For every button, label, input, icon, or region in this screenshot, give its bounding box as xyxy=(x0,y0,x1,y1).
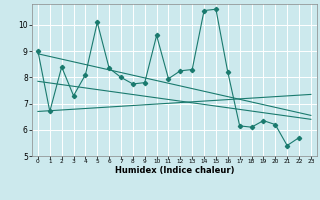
X-axis label: Humidex (Indice chaleur): Humidex (Indice chaleur) xyxy=(115,166,234,175)
